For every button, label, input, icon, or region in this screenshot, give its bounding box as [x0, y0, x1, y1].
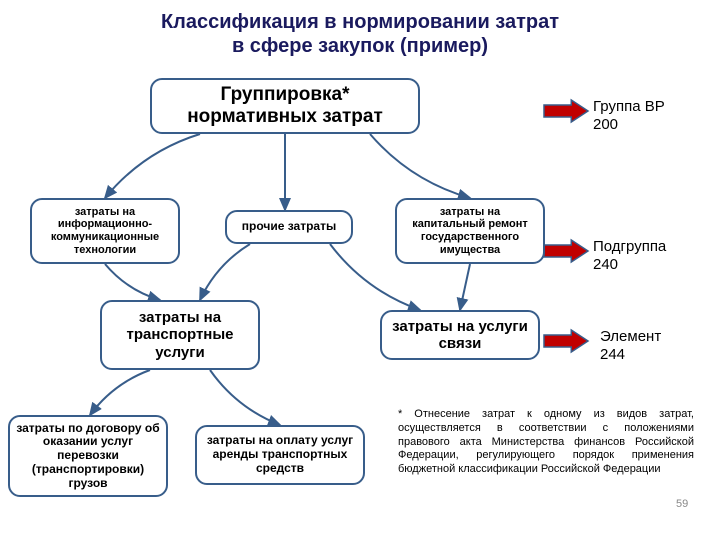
node-capital: затраты на капитальный ремонт государств…	[395, 198, 545, 264]
node-ict: затраты на информационно-коммуникационны…	[30, 198, 180, 264]
node-root-text: Группировка* нормативных затрат	[158, 84, 412, 128]
label-subgroup: Подгруппа 240	[593, 238, 666, 274]
title-line2: в сфере закупок (пример)	[0, 34, 720, 58]
node-transport: затраты на транспортные услуги	[100, 300, 260, 370]
title-line1: Классификация в нормировании затрат	[0, 10, 720, 34]
label-subgroup-line2: 240	[593, 256, 666, 274]
node-comm-text: затраты на услуги связи	[388, 318, 532, 353]
label-group: Группа ВР 200	[593, 98, 665, 134]
label-element-line1: Элемент	[600, 328, 661, 346]
label-element: Элемент 244	[600, 328, 661, 364]
footnote: * Отнесение затрат к одному из видов зат…	[398, 408, 694, 477]
node-capital-text: затраты на капитальный ремонт государств…	[403, 206, 537, 257]
node-contract: затраты по договору об оказании услуг пе…	[8, 415, 168, 497]
page-number: 59	[676, 498, 688, 510]
node-comm: затраты на услуги связи	[380, 310, 540, 360]
slide-title: Классификация в нормировании затрат в сф…	[0, 0, 720, 58]
label-group-line1: Группа ВР	[593, 98, 665, 116]
node-rent: затраты на оплату услуг аренды транспорт…	[195, 425, 365, 485]
node-root: Группировка* нормативных затрат	[150, 78, 420, 134]
node-transport-text: затраты на транспортные услуги	[108, 309, 252, 361]
label-subgroup-line1: Подгруппа	[593, 238, 666, 256]
node-ict-text: затраты на информационно-коммуникационны…	[38, 206, 172, 257]
node-other-text: прочие затраты	[242, 220, 336, 234]
node-other: прочие затраты	[225, 210, 353, 244]
label-group-line2: 200	[593, 116, 665, 134]
node-rent-text: затраты на оплату услуг аренды транспорт…	[203, 434, 357, 475]
node-contract-text: затраты по договору об оказании услуг пе…	[16, 422, 160, 491]
label-element-line2: 244	[600, 346, 661, 364]
